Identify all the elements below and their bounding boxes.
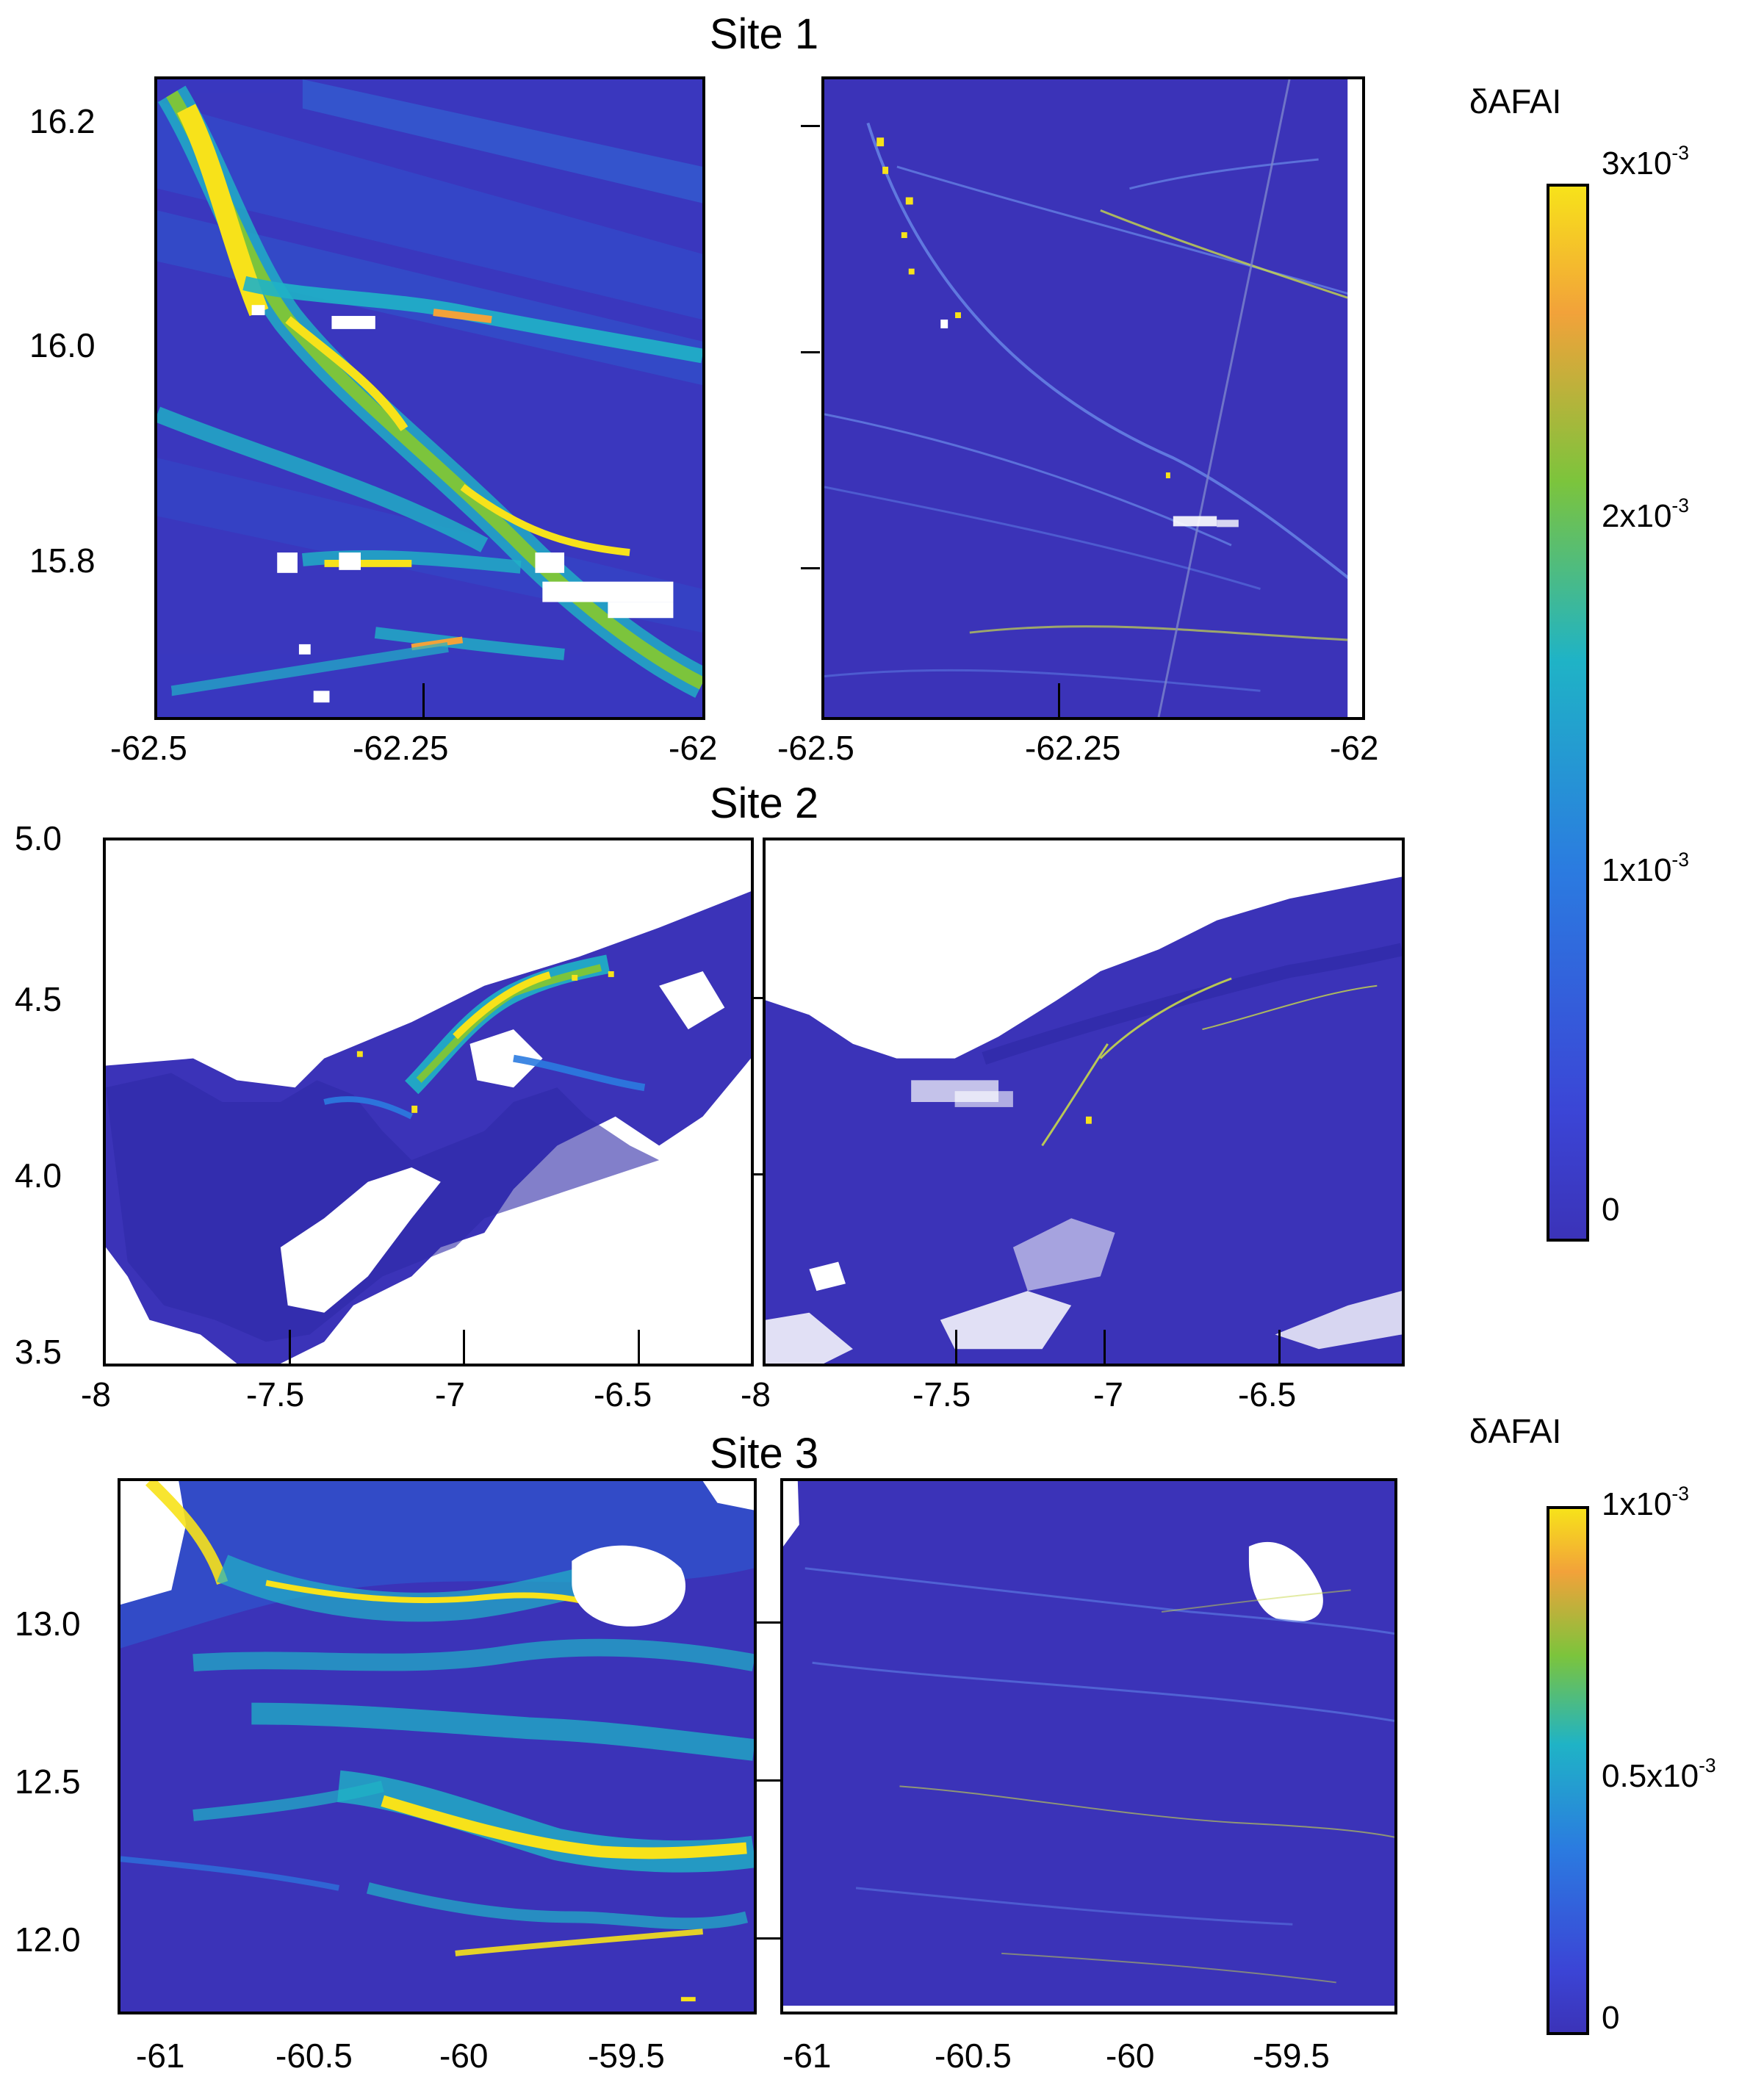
colorbar-1 <box>1547 184 1589 1242</box>
site-2-right-x-tick: -8 <box>741 1375 771 1414</box>
site-2-right-x-tick: -6.5 <box>1238 1375 1297 1414</box>
site-3-y-tick: 12.0 <box>15 1920 81 1959</box>
site-2-y-tick: 4.5 <box>15 980 62 1018</box>
colorbar-1-title: δAFAI <box>1469 82 1562 120</box>
site-1-fine-map <box>821 76 1365 720</box>
colorbar-1-label: 0 <box>1602 1192 1620 1228</box>
site-1-title: Site 1 <box>709 10 819 58</box>
site-3-right-x-tick: -60.5 <box>935 2037 1012 2075</box>
site-1-left-x-tick: -62 <box>669 729 718 767</box>
site-3-y-tick-mark <box>757 1779 786 1782</box>
site-2-title: Site 2 <box>709 779 819 827</box>
colorbar-2 <box>1547 1506 1589 2035</box>
site-3-y-tick: 12.5 <box>15 1762 81 1801</box>
site-2-y-tick: 3.5 <box>15 1333 62 1371</box>
site-2-left-x-tick: -7 <box>435 1375 465 1414</box>
site-1-right-y-tick-mark <box>801 351 820 353</box>
site-2-x-tick-mark <box>463 1330 465 1364</box>
colorbar-2-title: δAFAI <box>1469 1412 1562 1450</box>
site-2-right-x-tick-mark <box>1104 1330 1106 1364</box>
site-3-right-x-tick: -61 <box>782 2037 832 2075</box>
site-3-right-x-tick: -60 <box>1106 2037 1155 2075</box>
site-3-left-x-tick: -59.5 <box>588 2037 665 2075</box>
site-1-y-tick: 15.8 <box>29 541 96 580</box>
site-1-right-y-tick-mark <box>801 125 820 127</box>
site-1-coarse-map <box>154 76 705 720</box>
site-3-title: Site 3 <box>709 1430 819 1477</box>
site-1-right-x-tick: -62.25 <box>1025 729 1121 767</box>
site-2-right-x-tick: -7 <box>1093 1375 1123 1414</box>
site-2-right-x-tick-mark <box>1278 1330 1281 1364</box>
site-1-y-tick: 16.2 <box>29 102 96 140</box>
site-2-left-x-tick: -7.5 <box>246 1375 305 1414</box>
site-3-right-x-tick: -59.5 <box>1253 2037 1330 2075</box>
site-1-right-x-tick: -62 <box>1330 729 1379 767</box>
site-3-coarse-map <box>118 1478 757 2014</box>
site-2-coarse-map <box>103 838 754 1366</box>
colorbar-1-label: 3x10-3 <box>1602 142 1689 181</box>
site-3-y-tick-mark <box>757 1621 786 1624</box>
site-2-left-x-tick: -8 <box>81 1375 111 1414</box>
site-2-y-tick: 5.0 <box>15 819 62 857</box>
site-2-right-x-tick: -7.5 <box>912 1375 971 1414</box>
site-2-fine-map <box>763 838 1405 1366</box>
site-1-right-y-tick-mark <box>801 567 820 569</box>
site-2-y-tick: 4.0 <box>15 1156 62 1195</box>
site-3-left-x-tick: -60 <box>439 2037 489 2075</box>
colorbar-1-label: 1x10-3 <box>1602 849 1689 888</box>
site-2-left-x-tick: -6.5 <box>594 1375 652 1414</box>
site-1-x-tick-mark <box>422 683 425 717</box>
site-1-left-x-tick: -62.25 <box>353 729 449 767</box>
colorbar-2-label: 0 <box>1602 2000 1620 2036</box>
site-1-right-x-tick: -62.5 <box>777 729 854 767</box>
colorbar-1-label: 2x10-3 <box>1602 494 1689 534</box>
site-2-x-tick-mark <box>289 1330 291 1364</box>
site-2-right-x-tick-mark <box>955 1330 957 1364</box>
site-1-right-x-tick-mark <box>1058 683 1060 717</box>
colorbar-2-label: 0.5x10-3 <box>1602 1754 1716 1794</box>
site-3-left-x-tick: -61 <box>136 2037 185 2075</box>
site-2-x-tick-mark <box>638 1330 640 1364</box>
site-3-y-tick: 13.0 <box>15 1605 81 1643</box>
site-3-y-tick-mark <box>757 1937 786 1940</box>
site-1-left-x-tick: -62.5 <box>110 729 187 767</box>
site-1-y-tick: 16.0 <box>29 326 96 364</box>
site-3-left-x-tick: -60.5 <box>276 2037 353 2075</box>
colorbar-2-label: 1x10-3 <box>1602 1483 1689 1522</box>
site-3-fine-map <box>780 1478 1397 2014</box>
